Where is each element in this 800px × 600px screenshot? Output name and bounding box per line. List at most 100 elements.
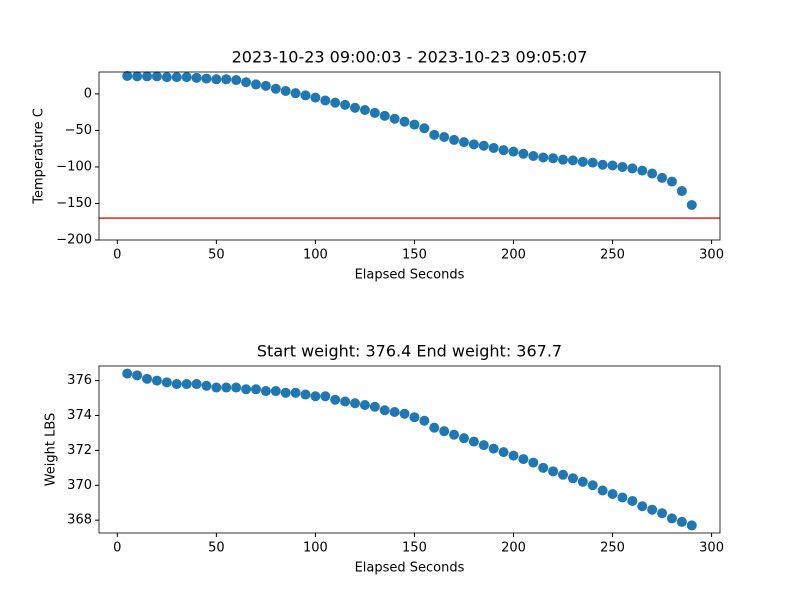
point <box>161 72 172 83</box>
x-tick-label: 200 <box>501 541 526 556</box>
x-tick-label: 100 <box>303 248 328 263</box>
point <box>181 72 192 83</box>
y-axis-label: Weight LBS <box>44 413 59 487</box>
point <box>508 450 519 461</box>
axes-frame <box>98 365 721 534</box>
x-tick-label: 150 <box>402 541 427 556</box>
point <box>558 469 569 480</box>
point <box>330 394 341 405</box>
point <box>280 85 291 96</box>
point <box>429 422 440 433</box>
point <box>597 159 608 170</box>
point <box>241 384 252 395</box>
point <box>151 71 162 82</box>
point <box>161 377 172 388</box>
x-tick-label: 200 <box>501 248 526 263</box>
point <box>488 142 499 153</box>
point <box>250 79 261 90</box>
point <box>627 495 638 506</box>
point <box>577 156 588 167</box>
point <box>607 488 618 499</box>
point <box>409 412 420 423</box>
point <box>567 155 578 166</box>
point <box>419 123 430 134</box>
point <box>231 382 242 393</box>
point <box>359 400 370 411</box>
x-tick-label: 150 <box>402 248 427 263</box>
point <box>429 129 440 140</box>
point <box>171 72 182 83</box>
point <box>439 132 450 143</box>
y-tick-label: 374 <box>67 408 92 423</box>
point <box>389 406 400 417</box>
point <box>241 77 252 88</box>
point <box>587 480 598 491</box>
y-tick-label: −100 <box>56 159 92 174</box>
point <box>379 405 390 416</box>
point <box>340 396 351 407</box>
point <box>538 462 549 473</box>
point <box>657 172 668 183</box>
point <box>617 161 628 172</box>
point <box>201 73 212 84</box>
point <box>201 380 212 391</box>
point <box>528 457 539 468</box>
y-tick-label: 372 <box>67 443 92 458</box>
y-tick-label: −200 <box>56 233 92 248</box>
point <box>548 153 559 164</box>
point <box>686 520 697 531</box>
point <box>617 492 628 503</box>
x-tick-label: 300 <box>699 248 724 263</box>
point <box>340 99 351 110</box>
point <box>270 83 281 94</box>
point <box>548 466 559 477</box>
y-tick-label: 376 <box>67 373 92 388</box>
point <box>498 145 509 156</box>
x-tick-label: 50 <box>208 248 225 263</box>
point <box>528 151 539 161</box>
point <box>577 476 588 487</box>
point <box>449 429 460 440</box>
point <box>142 373 153 384</box>
point <box>231 75 242 86</box>
point <box>676 516 687 527</box>
x-tick-label: 300 <box>699 541 724 556</box>
point <box>221 74 232 85</box>
point <box>498 447 509 458</box>
point <box>439 426 450 437</box>
point <box>330 97 341 108</box>
point <box>607 160 618 171</box>
x-tick-label: 250 <box>600 248 625 263</box>
point <box>211 74 222 85</box>
point <box>350 398 361 409</box>
y-tick-label: 0 <box>84 86 92 101</box>
point <box>647 504 658 515</box>
point <box>637 165 648 176</box>
point <box>359 104 370 115</box>
point <box>478 140 489 151</box>
point <box>597 485 608 496</box>
point <box>399 116 410 127</box>
point <box>538 152 549 163</box>
point <box>151 375 162 386</box>
x-axis-label: Elapsed Seconds <box>355 268 465 283</box>
point <box>250 384 261 395</box>
point <box>399 408 410 419</box>
point <box>657 508 668 519</box>
point <box>379 110 390 121</box>
point <box>260 386 271 397</box>
x-axis-label: Elapsed Seconds <box>355 561 465 576</box>
y-tick-label: 370 <box>67 478 92 493</box>
point <box>290 88 301 99</box>
point <box>468 436 479 447</box>
point <box>686 199 697 210</box>
point <box>300 389 311 400</box>
point <box>290 387 301 398</box>
y-tick-label: 368 <box>67 513 92 528</box>
point <box>122 70 133 81</box>
point <box>647 168 658 179</box>
point <box>449 134 460 145</box>
point <box>260 80 271 91</box>
point <box>369 401 380 412</box>
point <box>181 379 192 390</box>
